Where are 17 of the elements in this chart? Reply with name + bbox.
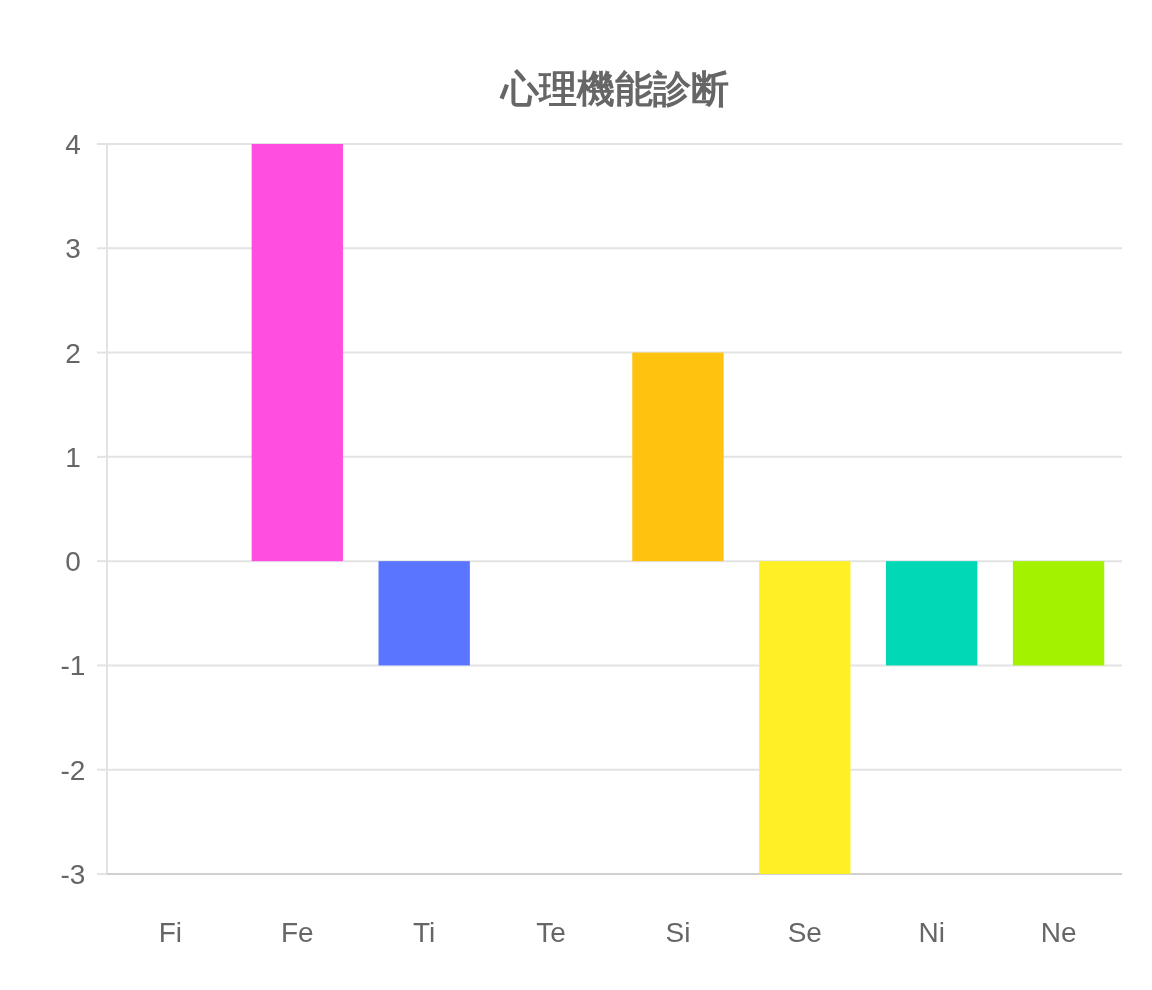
y-tick-label: -1 bbox=[60, 650, 86, 682]
y-tick-label: 3 bbox=[65, 233, 81, 265]
y-tick-label: -2 bbox=[60, 754, 86, 786]
x-tick-label: Fe bbox=[280, 917, 314, 948]
x-tick-label: Si bbox=[665, 917, 691, 948]
x-tick-label: Fi bbox=[158, 917, 183, 948]
x-tick-label: Te bbox=[536, 917, 566, 948]
x-tick-label: Ni bbox=[918, 917, 945, 948]
x-tick-label: Ti bbox=[413, 917, 436, 948]
y-tick-label: 2 bbox=[65, 337, 81, 369]
y-tick-label: 4 bbox=[65, 129, 81, 160]
y-tick-label: 0 bbox=[65, 546, 81, 578]
y-tick-label: -3 bbox=[60, 859, 86, 890]
chart-title: 心理機能診断 bbox=[498, 68, 729, 110]
x-tick-label: Ne bbox=[1040, 917, 1077, 948]
x-tick-label: Se bbox=[787, 917, 822, 948]
y-tick-label: 1 bbox=[65, 441, 81, 473]
